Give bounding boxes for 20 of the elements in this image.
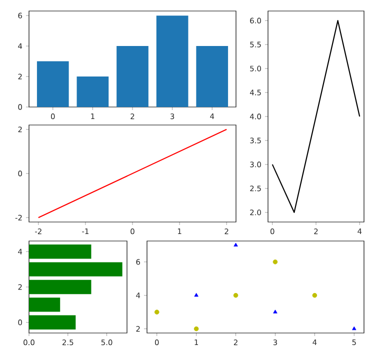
point <box>312 292 318 298</box>
bar <box>156 16 188 107</box>
bar <box>29 298 60 312</box>
point <box>194 326 199 332</box>
point <box>273 310 278 314</box>
bar <box>29 315 76 330</box>
point <box>194 292 198 297</box>
point <box>234 242 238 246</box>
point <box>272 260 278 264</box>
point <box>233 292 238 298</box>
point <box>352 326 356 330</box>
bar <box>36 61 69 107</box>
bar <box>29 262 122 276</box>
bar <box>76 76 109 107</box>
line-series <box>272 20 360 213</box>
bar <box>29 280 92 294</box>
bar <box>116 46 148 107</box>
point <box>154 310 160 314</box>
bar <box>29 244 92 259</box>
bar <box>196 46 228 107</box>
